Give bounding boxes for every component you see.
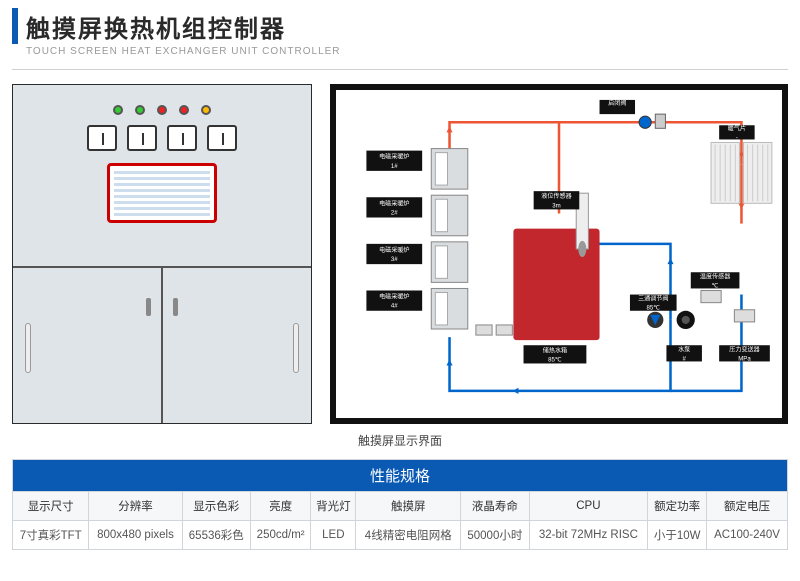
- svg-text:电磁采暖炉: 电磁采暖炉: [379, 153, 409, 161]
- col-header: 亮度: [250, 492, 310, 521]
- col-header: 分辨率: [89, 492, 182, 521]
- led: [113, 105, 123, 115]
- svg-text:℃: ℃: [712, 282, 719, 289]
- divider: [12, 69, 788, 70]
- start-valve-label: 启闭阀: [600, 99, 635, 114]
- svg-text:启闭阀: 启闭阀: [608, 99, 626, 107]
- col-header: 额定电压: [707, 492, 788, 521]
- svg-text:电磁采暖炉: 电磁采暖炉: [379, 199, 409, 207]
- page-title: 触摸屏换热机组控制器: [26, 9, 286, 44]
- led: [157, 105, 167, 115]
- col-header: 液晶寿命: [461, 492, 529, 521]
- table-title: 性能规格: [13, 460, 788, 492]
- svg-text:压力变送器: 压力变送器: [729, 345, 759, 353]
- cell: 50000小时: [461, 521, 529, 550]
- panels-row: 电磁采暖炉 1# 电磁采暖炉 2# 电磁采暖炉 3# 电磁采暖炉 4# 储热水箱 85℃ 液位传感器…: [12, 84, 788, 424]
- valve-icon: [639, 116, 651, 128]
- analog-gauge: [87, 125, 117, 151]
- svg-text:电磁采暖炉: 电磁采暖炉: [379, 293, 409, 301]
- svg-text:85℃: 85℃: [646, 305, 660, 312]
- temp-label: 温度传感器 ℃: [691, 272, 740, 289]
- gauge-row: [33, 125, 291, 151]
- boiler-label-3: 电磁采暖炉 3#: [366, 244, 422, 264]
- analog-gauge: [167, 125, 197, 151]
- svg-text:3m: 3m: [552, 202, 560, 209]
- svg-text:1#: 1#: [391, 163, 398, 170]
- col-header: 额定功率: [648, 492, 707, 521]
- svg-text:2#: 2#: [391, 209, 398, 216]
- boiler-label-2: 电磁采暖炉 2#: [366, 197, 422, 217]
- svg-text:三通调节阀: 三通调节阀: [638, 295, 668, 303]
- svg-text:液位传感器: 液位传感器: [541, 192, 571, 200]
- hmi-screen[interactable]: [107, 163, 217, 223]
- svg-text:4#: 4#: [391, 303, 398, 310]
- svg-text:电磁采暖炉: 电磁采暖炉: [379, 246, 409, 254]
- cell: 小于10W: [648, 521, 707, 550]
- svg-text:#: #: [682, 355, 686, 362]
- cell: AC100-240V: [707, 521, 788, 550]
- indicator-leds: [33, 105, 291, 115]
- cell: LED: [311, 521, 356, 550]
- svg-text:-: -: [736, 134, 738, 141]
- temp-sensor-icon: [701, 290, 721, 302]
- press-label: 压力变送器 MPa: [719, 345, 770, 362]
- radiator-label: 暖气片 -: [719, 124, 754, 141]
- svg-text:水泵: 水泵: [678, 345, 690, 353]
- led: [179, 105, 189, 115]
- press-sensor-icon: [734, 310, 754, 322]
- cabinet-door-right[interactable]: [163, 268, 311, 423]
- title-accent-bar: [12, 8, 18, 44]
- page-title-row: 触摸屏换热机组控制器: [12, 8, 788, 44]
- cabinet-door-left[interactable]: [13, 268, 163, 423]
- cell: 800x480 pixels: [89, 521, 182, 550]
- level-label: 液位传感器 3m: [534, 191, 580, 209]
- col-header: 显示色彩: [182, 492, 250, 521]
- pump-label: 水泵 #: [666, 345, 701, 362]
- svg-text:暖气片: 暖气片: [728, 124, 746, 132]
- svg-text:储热水箱: 储热水箱: [543, 346, 567, 354]
- col-header: CPU: [529, 492, 648, 521]
- tank-label: 储热水箱 85℃: [524, 345, 587, 363]
- col-header: 触摸屏: [356, 492, 461, 521]
- boiler-label-4: 电磁采暖炉 4#: [366, 290, 422, 310]
- svg-text:MPa: MPa: [738, 355, 751, 362]
- diagram-svg: 电磁采暖炉 1# 电磁采暖炉 2# 电磁采暖炉 3# 电磁采暖炉 4# 储热水箱 85℃ 液位传感器…: [336, 90, 782, 418]
- cell: 4线精密电阻网格: [356, 521, 461, 550]
- diagram-caption: 触摸屏显示界面: [12, 432, 788, 449]
- svg-text:温度传感器: 温度传感器: [700, 272, 730, 280]
- led: [201, 105, 211, 115]
- analog-gauge: [207, 125, 237, 151]
- boiler-label-1: 电磁采暖炉 1#: [366, 151, 422, 171]
- cell: 250cd/m²: [250, 521, 310, 550]
- page-subtitle: TOUCH SCREEN HEAT EXCHANGER UNIT CONTROL…: [26, 46, 788, 57]
- col-header: 背光灯: [311, 492, 356, 521]
- three-way-label: 三通调节阀 85℃: [630, 295, 677, 312]
- spec-table: 性能规格 显示尺寸分辨率显示色彩亮度背光灯触摸屏液晶寿命CPU额定功率额定电压 …: [12, 459, 788, 550]
- cabinet-illustration: [12, 84, 312, 424]
- analog-gauge: [127, 125, 157, 151]
- svg-text:85℃: 85℃: [548, 356, 562, 363]
- cell: 32-bit 72MHz RISC: [529, 521, 648, 550]
- led: [135, 105, 145, 115]
- hmi-diagram: 电磁采暖炉 1# 电磁采暖炉 2# 电磁采暖炉 3# 电磁采暖炉 4# 储热水箱 85℃ 液位传感器…: [330, 84, 788, 424]
- cell: 7寸真彩TFT: [13, 521, 89, 550]
- cell: 65536彩色: [182, 521, 250, 550]
- svg-text:3#: 3#: [391, 256, 398, 263]
- col-header: 显示尺寸: [13, 492, 89, 521]
